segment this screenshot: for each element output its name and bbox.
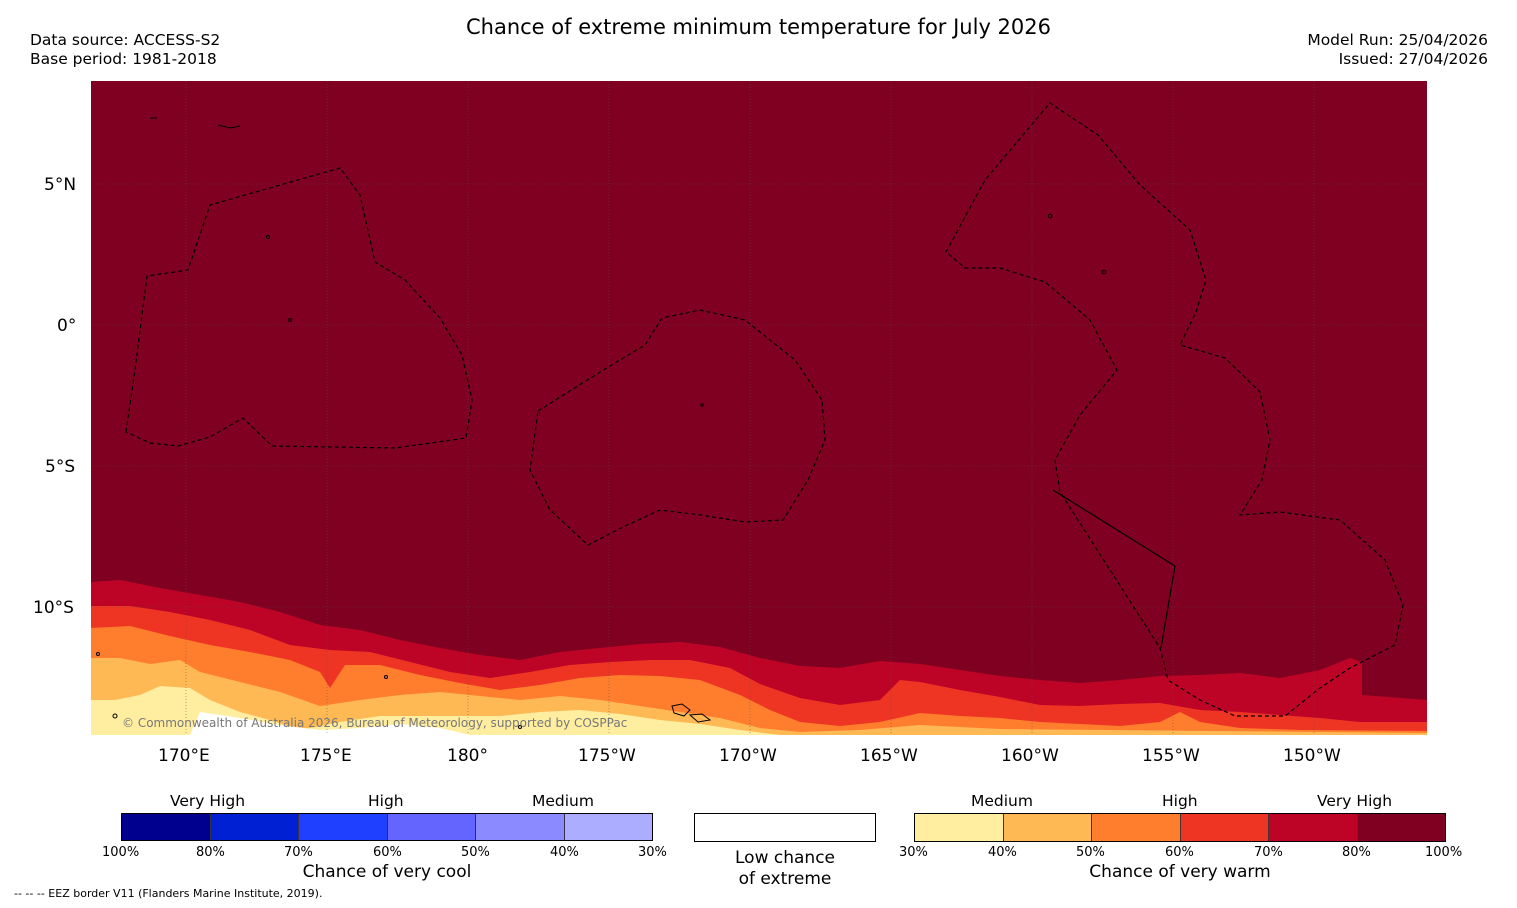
cool-colorbar (121, 813, 653, 841)
cool-tick-30: 30% (638, 845, 667, 860)
lon-label-150w: 150°W (1283, 746, 1341, 766)
cool-header-very-high: Very High (170, 792, 246, 810)
graticule (91, 81, 1427, 735)
warm-header-high: High (1162, 792, 1198, 810)
model-run-text: Model Run: 25/04/2026 (1307, 31, 1488, 49)
cool-swatch-80-70 (210, 814, 299, 840)
cool-swatch-40-30 (564, 814, 652, 840)
data-source-text: Data source: ACCESS-S2 (30, 31, 221, 49)
warm-tick-30: 30% (899, 845, 928, 860)
cool-header-medium: Medium (532, 792, 594, 810)
cool-swatch-60-50 (387, 814, 476, 840)
lon-label-155w: 155°W (1142, 746, 1200, 766)
lon-label-175e: 175°E (300, 746, 352, 766)
lon-label-180: 180° (447, 746, 488, 766)
warm-tick-100: 100% (1425, 845, 1463, 860)
cool-tick-80: 80% (196, 845, 225, 860)
warm-colorbar (914, 813, 1446, 842)
warm-swatch-50-60 (1092, 814, 1181, 841)
warm-header-very-high: Very High (1317, 792, 1393, 810)
warm-header-medium: Medium (971, 792, 1033, 810)
eez-borders (125, 102, 1404, 717)
cool-colorbar-title: Chance of very cool (302, 862, 472, 882)
warm-swatch-70-80 (1269, 814, 1358, 841)
copyright-text: © Commonwealth of Australia 2026, Bureau… (122, 716, 627, 730)
lon-label-170w: 170°W (719, 746, 777, 766)
lat-label-5n: 5°N (44, 175, 77, 195)
warm-tick-70: 70% (1254, 845, 1283, 860)
warm-swatch-40-50 (1003, 814, 1092, 841)
warm-swatch-30-40 (915, 814, 1004, 841)
lon-label-160w: 160°W (1001, 746, 1059, 766)
lat-label-5s: 5°S (45, 457, 76, 477)
warm-tick-80: 80% (1342, 845, 1371, 860)
cool-tick-60: 60% (373, 845, 402, 860)
warm-tick-50: 50% (1076, 845, 1105, 860)
warm-tick-40: 40% (988, 845, 1017, 860)
cool-tick-100: 100% (102, 845, 140, 860)
islands (96, 117, 1107, 729)
cool-swatch-100-80 (122, 814, 211, 840)
warm-tick-60: 60% (1165, 845, 1194, 860)
lon-label-175w: 175°W (578, 746, 636, 766)
warm-colorbar-title: Chance of very warm (1089, 862, 1271, 882)
cool-header-high: High (368, 792, 404, 810)
eez-source-footnote: -- -- -- EEZ border V11 (Flanders Marine… (14, 887, 323, 900)
cool-tick-50: 50% (461, 845, 490, 860)
cool-tick-40: 40% (550, 845, 579, 860)
low-chance-line2: of extreme (738, 869, 832, 889)
cool-tick-70: 70% (284, 845, 313, 860)
warm-swatch-80-100 (1357, 814, 1445, 841)
cool-swatch-50-40 (476, 814, 565, 840)
medium-warm-band-50 (91, 658, 1427, 735)
map-title: Chance of extreme minimum temperature fo… (465, 15, 1051, 39)
base-period-text: Base period: 1981-2018 (30, 50, 217, 68)
low-chance-swatch (694, 813, 876, 842)
lon-label-165w: 165°W (860, 746, 918, 766)
low-chance-line1: Low chance (735, 848, 835, 868)
lat-label-10s: 10°S (33, 598, 74, 618)
warm-swatch-60-70 (1180, 814, 1269, 841)
low-chance-patch (190, 712, 470, 735)
issued-text: Issued: 27/04/2026 (1338, 50, 1488, 68)
lon-label-170e: 170°E (158, 746, 210, 766)
lat-label-0: 0° (57, 316, 77, 336)
cool-swatch-70-60 (299, 814, 388, 840)
eez-solid-border (1052, 489, 1176, 649)
